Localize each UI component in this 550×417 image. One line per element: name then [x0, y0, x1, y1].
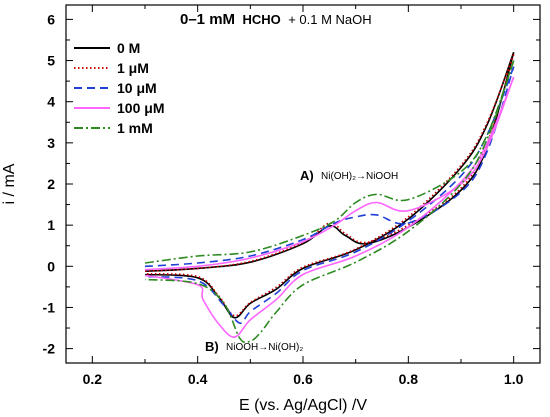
legend-label-0m: 0 M: [117, 40, 140, 56]
series-2-forward-scan: [144, 66, 515, 268]
y-tick-label: 4: [47, 94, 55, 110]
plot-frame: [65, 4, 541, 364]
y-tick-label: 2: [47, 176, 55, 192]
y-axis-title: i / mA: [1, 163, 18, 204]
y-tick-label: 3: [47, 135, 55, 151]
series-3-forward-scan: [144, 76, 515, 271]
chart-title-range: 0–1 mM: [180, 11, 235, 28]
annotation-a: A) Ni(OH)₂→NiOOH: [300, 168, 398, 183]
x-tick-label: 0.6: [293, 371, 313, 387]
series-layer: [144, 52, 515, 344]
series-2-reverse-scan: [144, 66, 515, 324]
legend-label-1um: 1 μM: [117, 60, 149, 76]
annotation-b-label: B): [205, 339, 219, 354]
x-tick-label: 0.4: [188, 371, 208, 387]
x-tick-label: 0.2: [83, 371, 103, 387]
series-4-forward-scan: [144, 60, 515, 264]
series-1: [144, 54, 515, 317]
annotation-b: B) NiOOH→Ni(OH)₂: [205, 339, 303, 354]
annotation-b-text: NiOOH→Ni(OH)₂: [226, 342, 303, 353]
series-0-forward-scan: [144, 52, 515, 272]
x-tick-label: 0.8: [399, 371, 419, 387]
y-tick-label: -1: [43, 299, 56, 315]
x-tick-label: 1.0: [504, 371, 524, 387]
legend-label-100um: 100 μM: [117, 100, 164, 116]
y-tick-label: 0: [47, 258, 55, 274]
x-axis-title: E (vs. Ag/AgCl) /V: [239, 397, 367, 414]
series-3: [144, 76, 515, 338]
y-tick-label: 1: [47, 217, 55, 233]
chart-title: 0–1 mM HCHO + 0.1 M NaOH: [180, 11, 372, 28]
series-1-reverse-scan: [144, 54, 515, 317]
annotation-a-label: A): [300, 168, 314, 183]
legend: 0 M 1 μM 10 μM 100 μM 1 mM: [74, 40, 164, 136]
y-tick-label: -2: [43, 341, 56, 357]
chart-title-electrolyte: + 0.1 M NaOH: [288, 12, 371, 27]
chart-title-analyte: HCHO: [242, 12, 280, 27]
tick-marks: [66, 5, 540, 363]
y-tick-label: 5: [47, 53, 55, 69]
series-1-forward-scan: [144, 54, 515, 272]
series-4-reverse-scan: [144, 60, 515, 344]
legend-label-10um: 10 μM: [117, 80, 157, 96]
series-2: [144, 66, 515, 324]
series-3-reverse-scan: [144, 76, 515, 338]
y-tick-label: 6: [47, 11, 55, 27]
series-4: [144, 60, 515, 344]
annotation-a-text: Ni(OH)₂→NiOOH: [321, 171, 398, 182]
legend-label-1mm: 1 mM: [117, 120, 153, 136]
